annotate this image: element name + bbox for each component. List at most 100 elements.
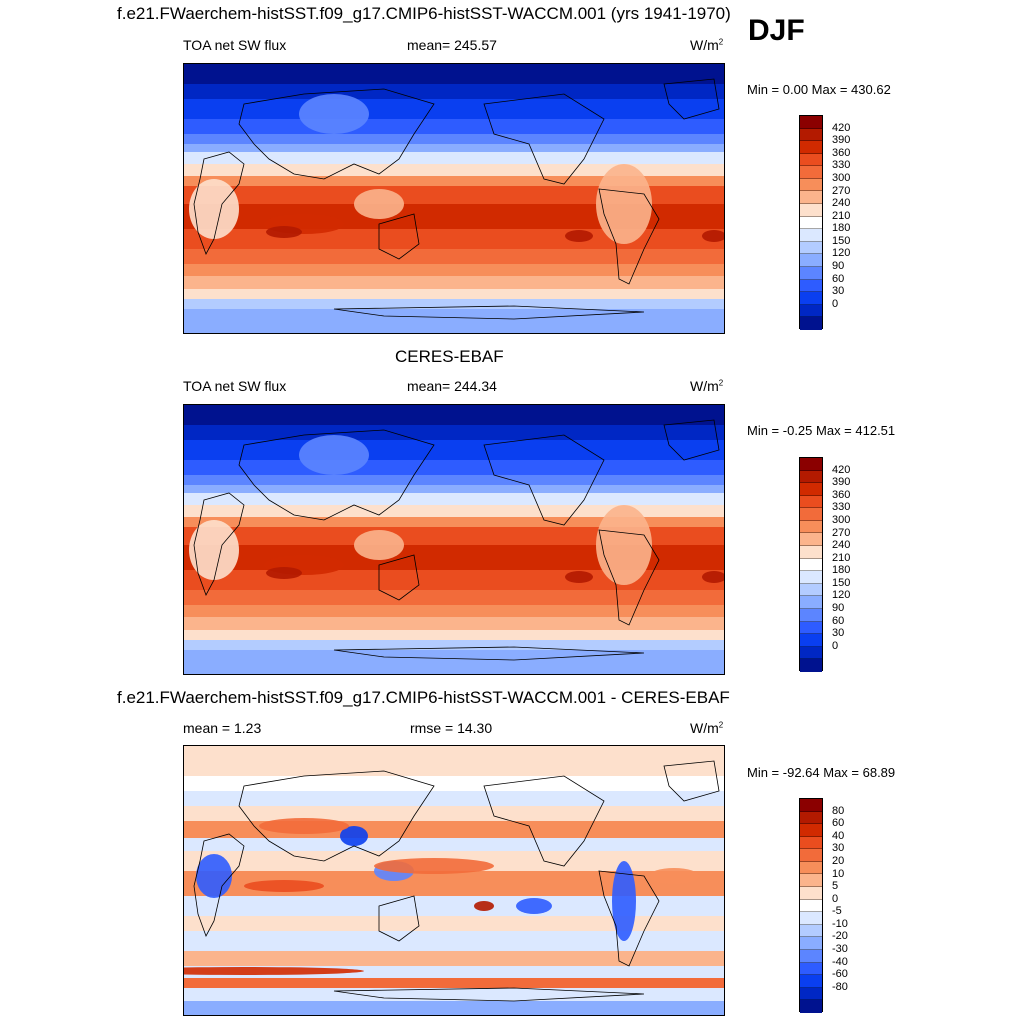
field-band xyxy=(184,493,724,505)
colorbar-tick-label: 60 xyxy=(832,272,845,285)
colorbar-tick-label: 300 xyxy=(832,171,851,184)
panel-3-title: f.e21.FWaerchem-histSST.f09_g17.CMIP6-hi… xyxy=(117,688,730,707)
colorbar-swatch xyxy=(800,937,822,950)
colorbar-swatch xyxy=(800,887,822,900)
coastline xyxy=(598,870,660,967)
colorbar-swatch xyxy=(800,495,822,509)
colorbar-swatch xyxy=(800,811,822,825)
colorbar-tick-label: 30 xyxy=(832,627,845,640)
colorbar-swatch xyxy=(800,470,822,484)
field-band xyxy=(184,650,724,674)
colorbar-swatch xyxy=(800,166,822,179)
colorbar-tick-label: 330 xyxy=(832,501,851,514)
field-anomaly xyxy=(299,94,369,134)
field-band xyxy=(184,988,724,1001)
colorbar-tick-label: 240 xyxy=(832,197,851,210)
field-band xyxy=(184,289,724,299)
colorbar-tick-label: 360 xyxy=(832,488,851,501)
colorbar-tick-label: 0 xyxy=(832,639,839,652)
field-band xyxy=(184,460,724,475)
colorbar-tick-label: 270 xyxy=(832,184,851,197)
field-band xyxy=(184,527,724,545)
colorbar-tick-label: 390 xyxy=(832,476,851,489)
colorbar-swatch xyxy=(800,799,822,812)
colorbar-swatch xyxy=(800,646,822,660)
field-anomaly xyxy=(354,189,404,219)
field-anomaly xyxy=(244,880,324,892)
coastline xyxy=(238,770,435,862)
field-anomaly xyxy=(374,858,494,874)
panel-2-minmax: Min = -0.25 Max = 412.51 xyxy=(747,423,896,438)
panel-2-title: CERES-EBAF xyxy=(395,347,504,366)
colorbar-swatch xyxy=(800,836,822,850)
colorbar-swatch xyxy=(800,508,822,521)
colorbar-tick-label: 240 xyxy=(832,539,851,552)
field-band xyxy=(184,746,724,776)
coastline xyxy=(483,434,605,526)
field-anomaly xyxy=(299,435,369,475)
panel-2-colorbar xyxy=(799,457,823,672)
colorbar-swatch xyxy=(800,634,822,647)
panel-3-colorbar xyxy=(799,798,823,1013)
field-anomaly xyxy=(596,505,652,585)
season-label: DJF xyxy=(748,14,805,47)
panel-2-units: W/m2 xyxy=(690,378,724,394)
panel-2-mean-label: mean= 244.34 xyxy=(407,378,497,394)
colorbar-swatch xyxy=(800,178,822,192)
field-anomaly xyxy=(612,861,636,941)
colorbar-tick-label: 60 xyxy=(832,614,845,627)
colorbar-swatch xyxy=(800,304,822,318)
colorbar-swatch xyxy=(800,241,822,255)
field-band xyxy=(184,978,724,988)
field-band xyxy=(184,249,724,264)
colorbar-swatch xyxy=(800,849,822,862)
field-band xyxy=(184,896,724,916)
field-band xyxy=(184,838,724,851)
coastline xyxy=(238,88,435,180)
panel-1-variable-label: TOA net SW flux xyxy=(183,37,287,53)
field-band xyxy=(184,505,724,517)
colorbar-tick-label: -60 xyxy=(832,968,848,981)
colorbar-tick-label: 120 xyxy=(832,247,851,260)
colorbar-tick-label: 300 xyxy=(832,513,851,526)
colorbar-swatch xyxy=(800,254,822,267)
colorbar-tick-label: 180 xyxy=(832,564,851,577)
field-anomaly xyxy=(184,967,364,975)
colorbar-swatch xyxy=(800,317,822,330)
field-band xyxy=(184,475,724,485)
colorbar-swatch xyxy=(800,533,822,547)
colorbar-tick-label: -10 xyxy=(832,917,848,930)
colorbar-tick-label: 30 xyxy=(832,842,845,855)
panel-1-mean-label: mean= 245.57 xyxy=(407,37,497,53)
colorbar-swatch xyxy=(800,874,822,888)
field-band xyxy=(184,951,724,966)
panel-1-map xyxy=(183,63,725,334)
panel-2-map xyxy=(183,404,725,675)
field-anomaly xyxy=(702,230,724,242)
colorbar-swatch xyxy=(800,621,822,635)
field-band xyxy=(184,517,724,527)
field-band xyxy=(184,299,724,309)
colorbar-tick-label: 120 xyxy=(832,589,851,602)
colorbar-tick-label: 5 xyxy=(832,880,839,893)
field-anomaly xyxy=(266,226,302,238)
colorbar-tick-label: 180 xyxy=(832,222,851,235)
coastline xyxy=(598,188,660,285)
colorbar-swatch xyxy=(800,216,822,230)
colorbar-swatch xyxy=(800,128,822,142)
panel-1-title: f.e21.FWaerchem-histSST.f09_g17.CMIP6-hi… xyxy=(117,4,731,23)
field-band xyxy=(184,164,724,176)
field-band xyxy=(184,1001,724,1015)
colorbar-swatch xyxy=(800,608,822,622)
panel-1-colorbar xyxy=(799,115,823,330)
coastline xyxy=(663,419,720,461)
colorbar-swatch xyxy=(800,266,822,280)
colorbar-swatch xyxy=(800,1000,822,1013)
field-band xyxy=(184,590,724,605)
field-band xyxy=(184,916,724,931)
coastline xyxy=(193,833,245,937)
coastline xyxy=(663,78,720,120)
colorbar-swatch xyxy=(800,899,822,913)
colorbar-tick-label: 330 xyxy=(832,159,851,172)
field-band xyxy=(184,264,724,276)
